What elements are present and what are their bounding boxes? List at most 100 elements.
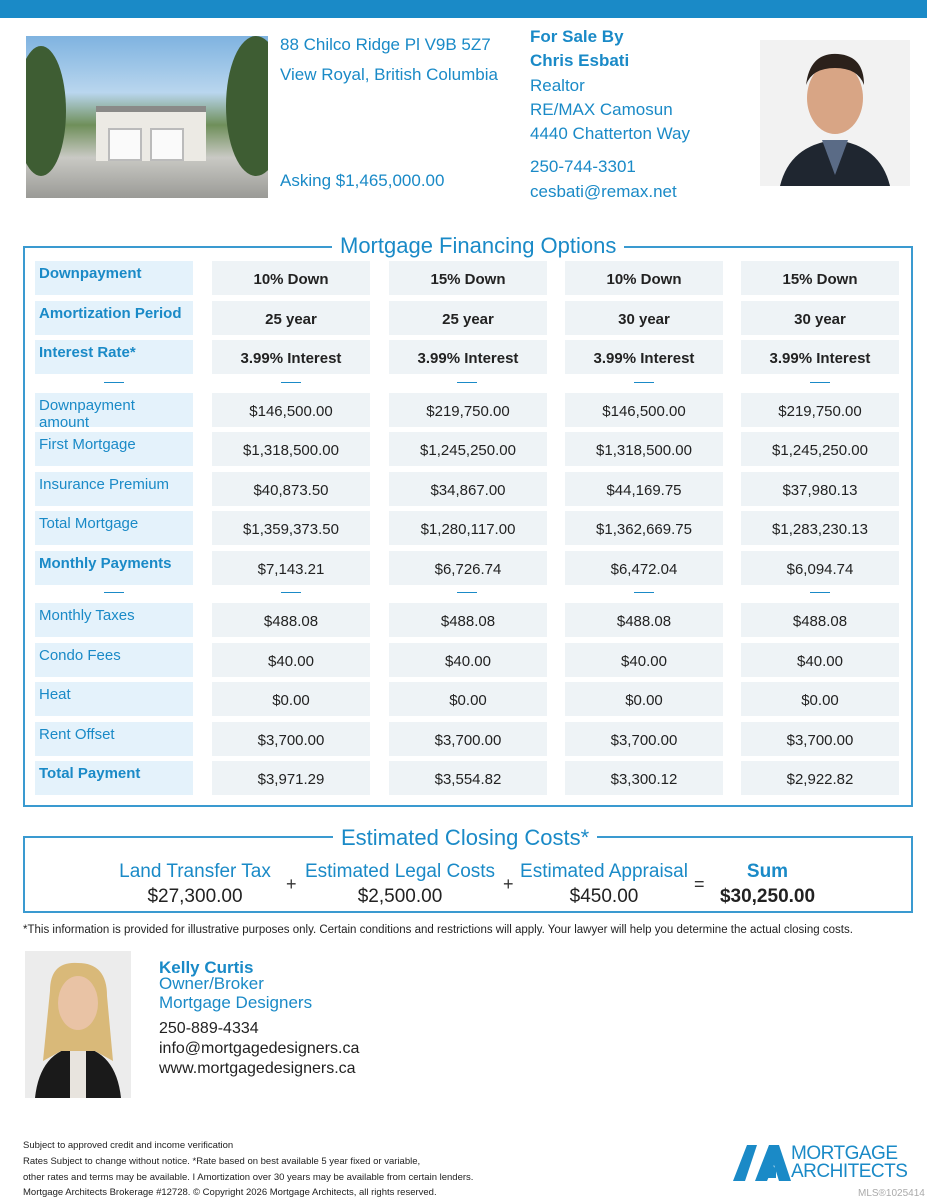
asking-price: Asking $1,465,000.00 xyxy=(280,171,445,190)
row-value: 10% Down xyxy=(565,261,723,295)
broker-email[interactable]: info@mortgagedesigners.ca xyxy=(159,1040,360,1057)
broker-phone[interactable]: 250-889-4334 xyxy=(159,1020,259,1037)
row-label: Condo Fees xyxy=(35,642,193,677)
row-value: 30 year xyxy=(565,300,723,335)
row-value: $34,867.00 xyxy=(389,471,547,506)
row-value: $1,362,669.75 xyxy=(565,511,723,545)
broker-name: Kelly Curtis xyxy=(159,958,254,977)
row-value: $7,143.21 xyxy=(212,550,370,585)
row-value: $40.00 xyxy=(389,642,547,677)
row-value: $488.08 xyxy=(212,603,370,637)
row-value: $3,700.00 xyxy=(212,721,370,756)
row-label: Interest Rate* xyxy=(35,340,193,374)
row-label: Downpayment xyxy=(35,261,193,295)
row-value: $3,971.29 xyxy=(212,761,370,795)
agent-phone[interactable]: 250-744-3301 xyxy=(530,157,636,176)
row-value: $1,245,250.00 xyxy=(741,432,899,466)
row-value: 3.99% Interest xyxy=(565,340,723,374)
land-transfer-value: $27,300.00 xyxy=(147,886,243,907)
logo-line2: ARCHITECTS xyxy=(791,1161,908,1182)
broker-company: Mortgage Designers xyxy=(159,993,313,1012)
divider-dash xyxy=(634,592,654,593)
agent-photo xyxy=(760,40,910,186)
divider-dash xyxy=(281,592,301,593)
row-value: $40,873.50 xyxy=(212,471,370,506)
divider-dash xyxy=(104,592,124,593)
mls-number: MLS®1025414 xyxy=(858,1188,925,1199)
row-value: $0.00 xyxy=(741,682,899,716)
row-value: $3,700.00 xyxy=(389,721,547,756)
broker-photo xyxy=(25,951,131,1098)
mortgage-architects-logo: MORTGAGE ARCHITECTS xyxy=(733,1144,908,1186)
disclaimer: *This information is provided for illust… xyxy=(23,924,853,936)
row-value: $488.08 xyxy=(741,603,899,637)
logo-line1: MORTGAGE xyxy=(791,1143,898,1164)
row-label: Insurance Premium xyxy=(35,471,193,506)
row-value: $0.00 xyxy=(565,682,723,716)
row-value: $1,245,250.00 xyxy=(389,432,547,466)
row-label: Total Mortgage xyxy=(35,511,193,545)
row-value: $0.00 xyxy=(389,682,547,716)
plus-sign: + xyxy=(503,874,514,894)
row-label: Downpayment amount xyxy=(35,392,193,431)
row-value: $3,300.12 xyxy=(565,761,723,795)
row-value: $6,726.74 xyxy=(389,550,547,585)
row-value: $37,980.13 xyxy=(741,471,899,506)
agent-email[interactable]: cesbati@remax.net xyxy=(530,182,677,201)
footer-line1: Subject to approved credit and income ve… xyxy=(23,1140,234,1151)
row-value: $40.00 xyxy=(741,642,899,677)
row-value: $219,750.00 xyxy=(741,392,899,427)
appraisal-value: $450.00 xyxy=(569,886,639,907)
row-value: $3,700.00 xyxy=(741,721,899,756)
legal-costs-value: $2,500.00 xyxy=(357,886,443,907)
closing-title: Estimated Closing Costs* xyxy=(333,825,598,851)
for-sale-heading: For Sale By xyxy=(530,27,624,46)
row-value: 10% Down xyxy=(212,261,370,295)
row-value: $488.08 xyxy=(389,603,547,637)
row-label: First Mortgage xyxy=(35,432,193,466)
legal-costs-label: Estimated Legal Costs xyxy=(304,861,496,882)
row-value: $1,283,230.13 xyxy=(741,511,899,545)
row-value: $44,169.75 xyxy=(565,471,723,506)
plus-sign: + xyxy=(286,874,297,894)
row-value: $1,280,117.00 xyxy=(389,511,547,545)
row-value: $6,094.74 xyxy=(741,550,899,585)
divider-dash xyxy=(457,381,477,383)
footer-line3: other rates and terms may be available. … xyxy=(23,1172,474,1183)
row-value: 3.99% Interest xyxy=(389,340,547,374)
row-label: Rent Offset xyxy=(35,721,193,756)
row-value: $219,750.00 xyxy=(389,392,547,427)
row-value: 25 year xyxy=(212,300,370,335)
row-label: Heat xyxy=(35,682,193,716)
row-value: $2,922.82 xyxy=(741,761,899,795)
row-value: $1,318,500.00 xyxy=(565,432,723,466)
row-value: 3.99% Interest xyxy=(212,340,370,374)
row-value: $146,500.00 xyxy=(565,392,723,427)
equals-sign: = xyxy=(694,874,705,894)
footer-line2: Rates Subject to change without notice. … xyxy=(23,1156,421,1167)
divider-dash xyxy=(810,592,830,593)
address-line1: 88 Chilco Ridge Pl V9B 5Z7 xyxy=(280,35,491,54)
row-value: $40.00 xyxy=(212,642,370,677)
row-label: Amortization Period xyxy=(35,300,193,335)
broker-website[interactable]: www.mortgagedesigners.ca xyxy=(159,1060,356,1077)
row-value: 15% Down xyxy=(741,261,899,295)
divider-dash xyxy=(281,381,301,383)
footer-copyright: Mortgage Architects Brokerage #12728. © … xyxy=(23,1187,437,1198)
sum-label: Sum xyxy=(746,861,789,882)
divider-dash xyxy=(810,381,830,383)
divider-dash xyxy=(457,592,477,593)
address-line2: View Royal, British Columbia xyxy=(280,65,498,84)
agent-title: Realtor xyxy=(530,76,585,95)
agent-street: 4440 Chatterton Way xyxy=(530,124,691,143)
agent-name: Chris Esbati xyxy=(530,51,630,70)
row-label: Monthly Taxes xyxy=(35,603,193,637)
financing-title: Mortgage Financing Options xyxy=(332,233,625,259)
row-value: $1,359,373.50 xyxy=(212,511,370,545)
property-photo xyxy=(26,36,268,198)
row-value: 25 year xyxy=(389,300,547,335)
row-value: $6,472.04 xyxy=(565,550,723,585)
top-bar xyxy=(0,0,927,18)
row-value: $146,500.00 xyxy=(212,392,370,427)
logo-mark-icon xyxy=(733,1145,791,1181)
